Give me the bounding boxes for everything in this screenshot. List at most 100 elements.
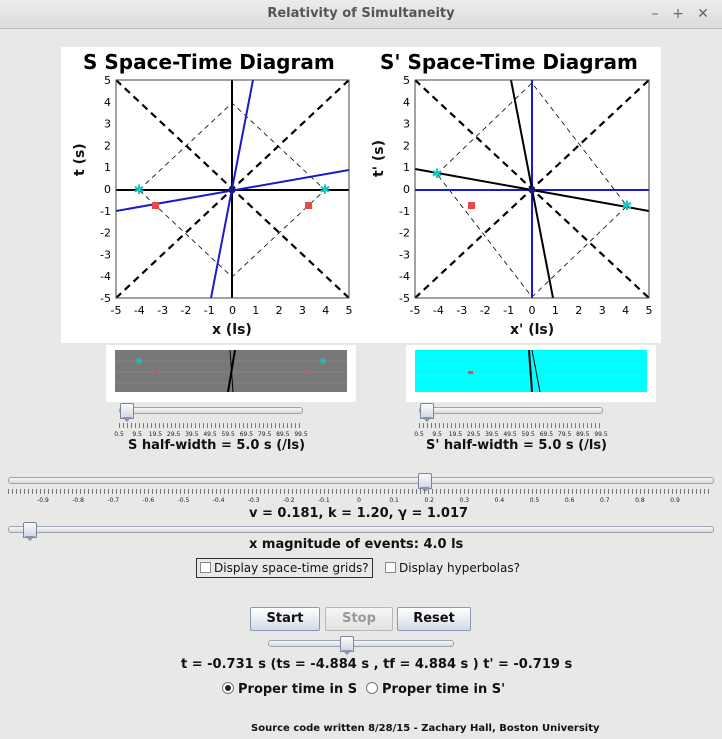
s-x-tick-label: 3 — [299, 304, 306, 317]
time-readout: t = -0.731 s (ts = -4.884 s , tf = 4.884… — [181, 657, 573, 672]
close-icon[interactable]: ✕ — [697, 6, 709, 22]
velocity-tick-label: 0.5 — [529, 497, 540, 504]
s-x-tick-label: -5 — [111, 304, 122, 317]
s-x-tick-label: 5 — [346, 304, 353, 317]
s-x-tick-label: -2 — [180, 304, 191, 317]
sp-halfwidth-tick-label: 79.5 — [557, 431, 572, 438]
footer-credit: Source code written 8/28/15 - Zachary Ha… — [251, 723, 600, 734]
s-halfwidth-tick-label: 79.5 — [257, 431, 272, 438]
s-y-tick-label: 3 — [104, 118, 111, 131]
sp-y-tick-label: -2 — [399, 227, 410, 240]
signal-marker — [305, 371, 309, 374]
velocity-tick-label: 0.2 — [424, 497, 434, 504]
sp-y-tick-label: 4 — [403, 96, 410, 109]
sp-y-tick-label: -4 — [399, 270, 410, 283]
signal-marker-right — [305, 202, 312, 209]
title-bar: Relativity of Simultaneity – + ✕ — [0, 0, 722, 29]
hyperbola-checkbox-label: Display hyperbolas? — [399, 561, 520, 575]
s-halfwidth-label: S half-width = 5.0 s (/ls) — [128, 438, 306, 453]
sp-plot-frame — [414, 79, 650, 299]
event-marker-left: ✱ — [136, 357, 143, 366]
s-halfwidth-tick-label: 59.5 — [221, 431, 235, 438]
s-x-tick-label: 2 — [276, 304, 283, 317]
velocity-tick-label: 0.1 — [389, 497, 399, 504]
sp-x-tick-label: -5 — [410, 304, 421, 317]
s-y-tick-label: 0 — [104, 183, 111, 196]
sp-halfwidth-label: S' half-width = 5.0 s (/ls) — [426, 438, 608, 453]
s-halfwidth-tick-label: 49.5 — [203, 431, 217, 438]
s-x-tick-label: 4 — [322, 304, 329, 317]
sp-y-tick-label: -5 — [399, 292, 410, 305]
x-magnitude-thumb[interactable] — [23, 522, 37, 541]
velocity-slider[interactable]: -0.9 -0.8 -0.7 -0.6 -0.5 -0.4 -0.3 -0.2 -0.1 0 0.1… — [8, 473, 714, 509]
sp-halfwidth-thumb[interactable] — [420, 403, 434, 422]
sp-mini-worldline — [528, 349, 533, 393]
sp-x-tick-label: -3 — [456, 304, 467, 317]
s-y-tick-label: -1 — [100, 205, 111, 218]
velocity-tick-label: 0.8 — [635, 497, 645, 504]
s-y-tick-label: 5 — [104, 74, 111, 87]
s-x-tick-label: -3 — [157, 304, 168, 317]
sp-halfwidth-slider[interactable]: 0.5 9.5 19.5 29.5 39.5 49.5 59.5 69.5 79.5 89.5 99… — [414, 403, 608, 443]
signal-marker-left — [468, 202, 475, 209]
s-x-tick-label: -4 — [134, 304, 145, 317]
minimize-icon[interactable]: – — [651, 6, 659, 22]
s-halfwidth-tick-label: 39.5 — [185, 431, 199, 438]
grid-checkbox-box[interactable] — [200, 562, 211, 573]
start-button[interactable]: Start — [250, 607, 320, 631]
sp-diagram-title: S' Space-Time Diagram — [380, 50, 638, 74]
x-magnitude-slider[interactable] — [8, 522, 714, 541]
sp-x-tick-label: -1 — [503, 304, 514, 317]
sp-halfwidth-tick-label: 29.5 — [466, 431, 481, 438]
sp-halfwidth-tick-label: 99.5 — [594, 431, 608, 438]
s-diagram-plot: ✱ ✱ — [116, 80, 349, 298]
sp-halfwidth-tick-label: 49.5 — [503, 431, 517, 438]
s-y-tick-label: -2 — [100, 227, 111, 240]
proper-time-s-radio-label: Proper time in S — [238, 682, 358, 697]
event-marker-right: ✱ — [320, 183, 331, 198]
grid-checkbox[interactable]: Display space-time grids? — [196, 558, 373, 578]
hyperbola-checkbox-box[interactable] — [385, 562, 396, 573]
s-halfwidth-tick-label: 99.5 — [294, 431, 308, 438]
proper-time-sp-radio[interactable]: Proper time in S' — [366, 682, 505, 697]
s-halfwidth-thumb[interactable] — [120, 403, 134, 422]
s-x-axis-label: x (ls) — [212, 322, 252, 338]
stop-button[interactable]: Stop — [325, 607, 393, 631]
sp-y-tick-label: -3 — [399, 248, 410, 261]
sp-halfwidth-tick-label: 59.5 — [521, 431, 535, 438]
time-slider[interactable] — [268, 636, 454, 655]
time-slider-thumb[interactable] — [340, 636, 354, 655]
velocity-tick-label: -0.3 — [247, 497, 260, 504]
maximize-icon[interactable]: + — [672, 6, 684, 22]
sp-x-tick-label: 5 — [646, 304, 653, 317]
s-plot-frame — [115, 79, 350, 299]
proper-time-sp-radio-button[interactable] — [366, 682, 378, 694]
event-marker-right: ✱ — [320, 357, 327, 366]
s-x-tick-label: 1 — [252, 304, 259, 317]
proper-time-sp-radio-label: Proper time in S' — [382, 682, 506, 697]
sp-x-tick-label: -4 — [433, 304, 444, 317]
velocity-label: v = 0.181, k = 1.20, γ = 1.017 — [249, 506, 469, 521]
hyperbola-checkbox[interactable]: Display hyperbolas? — [385, 561, 520, 575]
signal-marker — [154, 371, 158, 374]
velocity-slider-thumb[interactable] — [418, 473, 432, 492]
sp-diagram-plot: ✱ ✱ — [415, 80, 649, 298]
s-halfwidth-tick-label: 19.5 — [148, 431, 163, 438]
origin-event — [228, 186, 236, 194]
sp-x-tick-label: 3 — [599, 304, 606, 317]
sp-x-tick-label: 4 — [622, 304, 629, 317]
s-halfwidth-slider[interactable]: 0.5 9.5 19.5 29.5 39.5 49.5 59.5 69.5 79.5 89.5 99… — [114, 403, 308, 443]
reset-button[interactable]: Reset — [397, 607, 471, 631]
proper-time-s-radio-button[interactable] — [222, 682, 234, 694]
proper-time-s-radio[interactable]: Proper time in S — [222, 682, 357, 697]
sp-x-axis-label: x' (ls) — [510, 322, 555, 338]
velocity-tick-label: -0.1 — [318, 497, 330, 504]
s-halfwidth-tick-label: 29.5 — [166, 431, 181, 438]
signal-marker — [468, 371, 473, 374]
light-signal-lines — [436, 82, 628, 298]
s-axis-ticks: -5-5 -4 -4 -3 -3 -2 -2 -1 -1 0 0 1 1 2 2 3 3 4 4 5 5 — [100, 74, 352, 317]
event-marker-left: ✱ — [432, 167, 443, 182]
s-y-tick-label: 4 — [104, 96, 111, 109]
event-marker-right: ✱ — [622, 199, 633, 214]
velocity-tick-label: 0.9 — [670, 497, 680, 504]
